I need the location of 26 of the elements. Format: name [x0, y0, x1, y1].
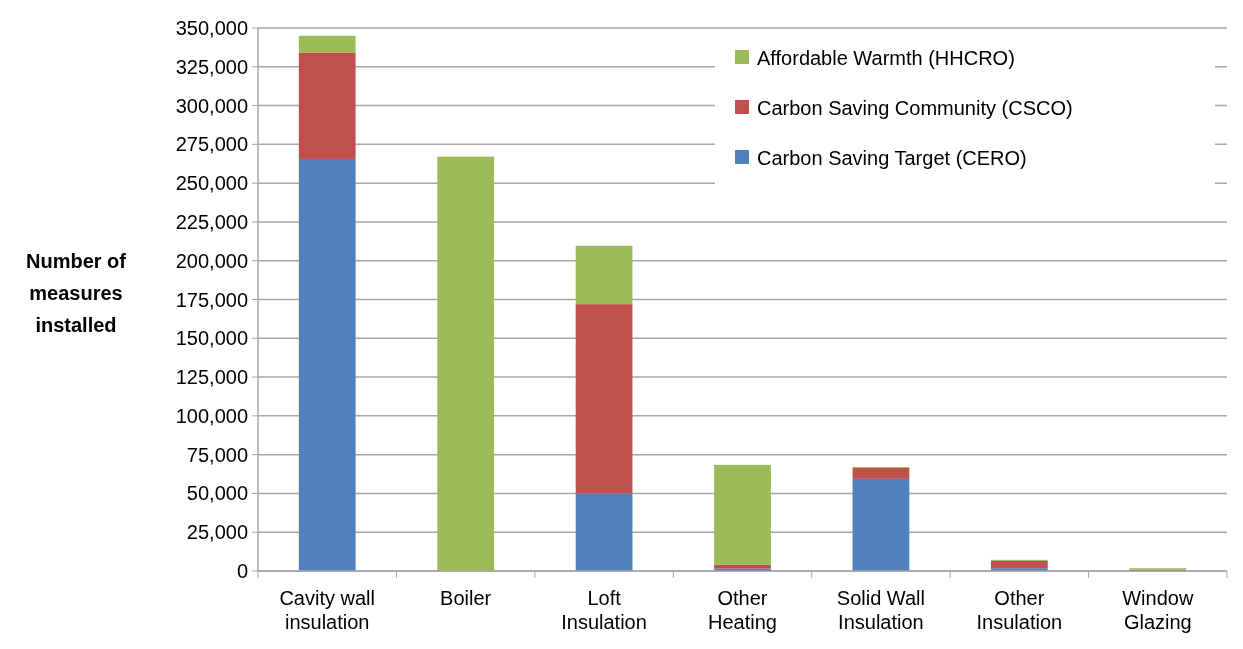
x-tick-label: Boiler [440, 587, 492, 609]
y-tick-label: 150,000 [175, 327, 248, 350]
x-tick-label: Loft Insulation [561, 587, 647, 633]
y-tick-label: 25,000 [186, 521, 248, 544]
y-tick-label: 325,000 [175, 55, 248, 78]
legend-label: Affordable Warmth (HHCRO) [757, 47, 1015, 69]
x-tick-label: Cavity wall insulation [279, 587, 375, 633]
y-tick-label: 350,000 [175, 17, 248, 39]
y-tick-label: 50,000 [186, 482, 248, 505]
legend-label: Carbon Saving Target (CERO) [757, 147, 1027, 169]
y-tick-label: 250,000 [175, 172, 248, 195]
y-tick-label: 200,000 [175, 249, 248, 272]
x-tick-label: Other Heating [708, 587, 777, 633]
x-tick-label: Window Glazing [1122, 587, 1194, 633]
x-tick-label: Solid Wall Insulation [836, 587, 926, 633]
y-tick-label: 75,000 [186, 443, 248, 466]
y-tick-label: 300,000 [175, 94, 248, 117]
y-tick-label: 175,000 [175, 288, 248, 311]
y-tick-label: 275,000 [175, 133, 248, 156]
y-tick-label: 0 [236, 560, 248, 582]
y-tick-label: 100,000 [175, 404, 248, 427]
x-tick-label: Other Insulation [976, 587, 1063, 633]
y-tick-label: 225,000 [175, 210, 248, 233]
legend-label: Carbon Saving Community (CSCO) [757, 97, 1073, 119]
y-axis-title: Number of measures installed [26, 249, 127, 336]
y-tick-label: 125,000 [175, 366, 248, 389]
